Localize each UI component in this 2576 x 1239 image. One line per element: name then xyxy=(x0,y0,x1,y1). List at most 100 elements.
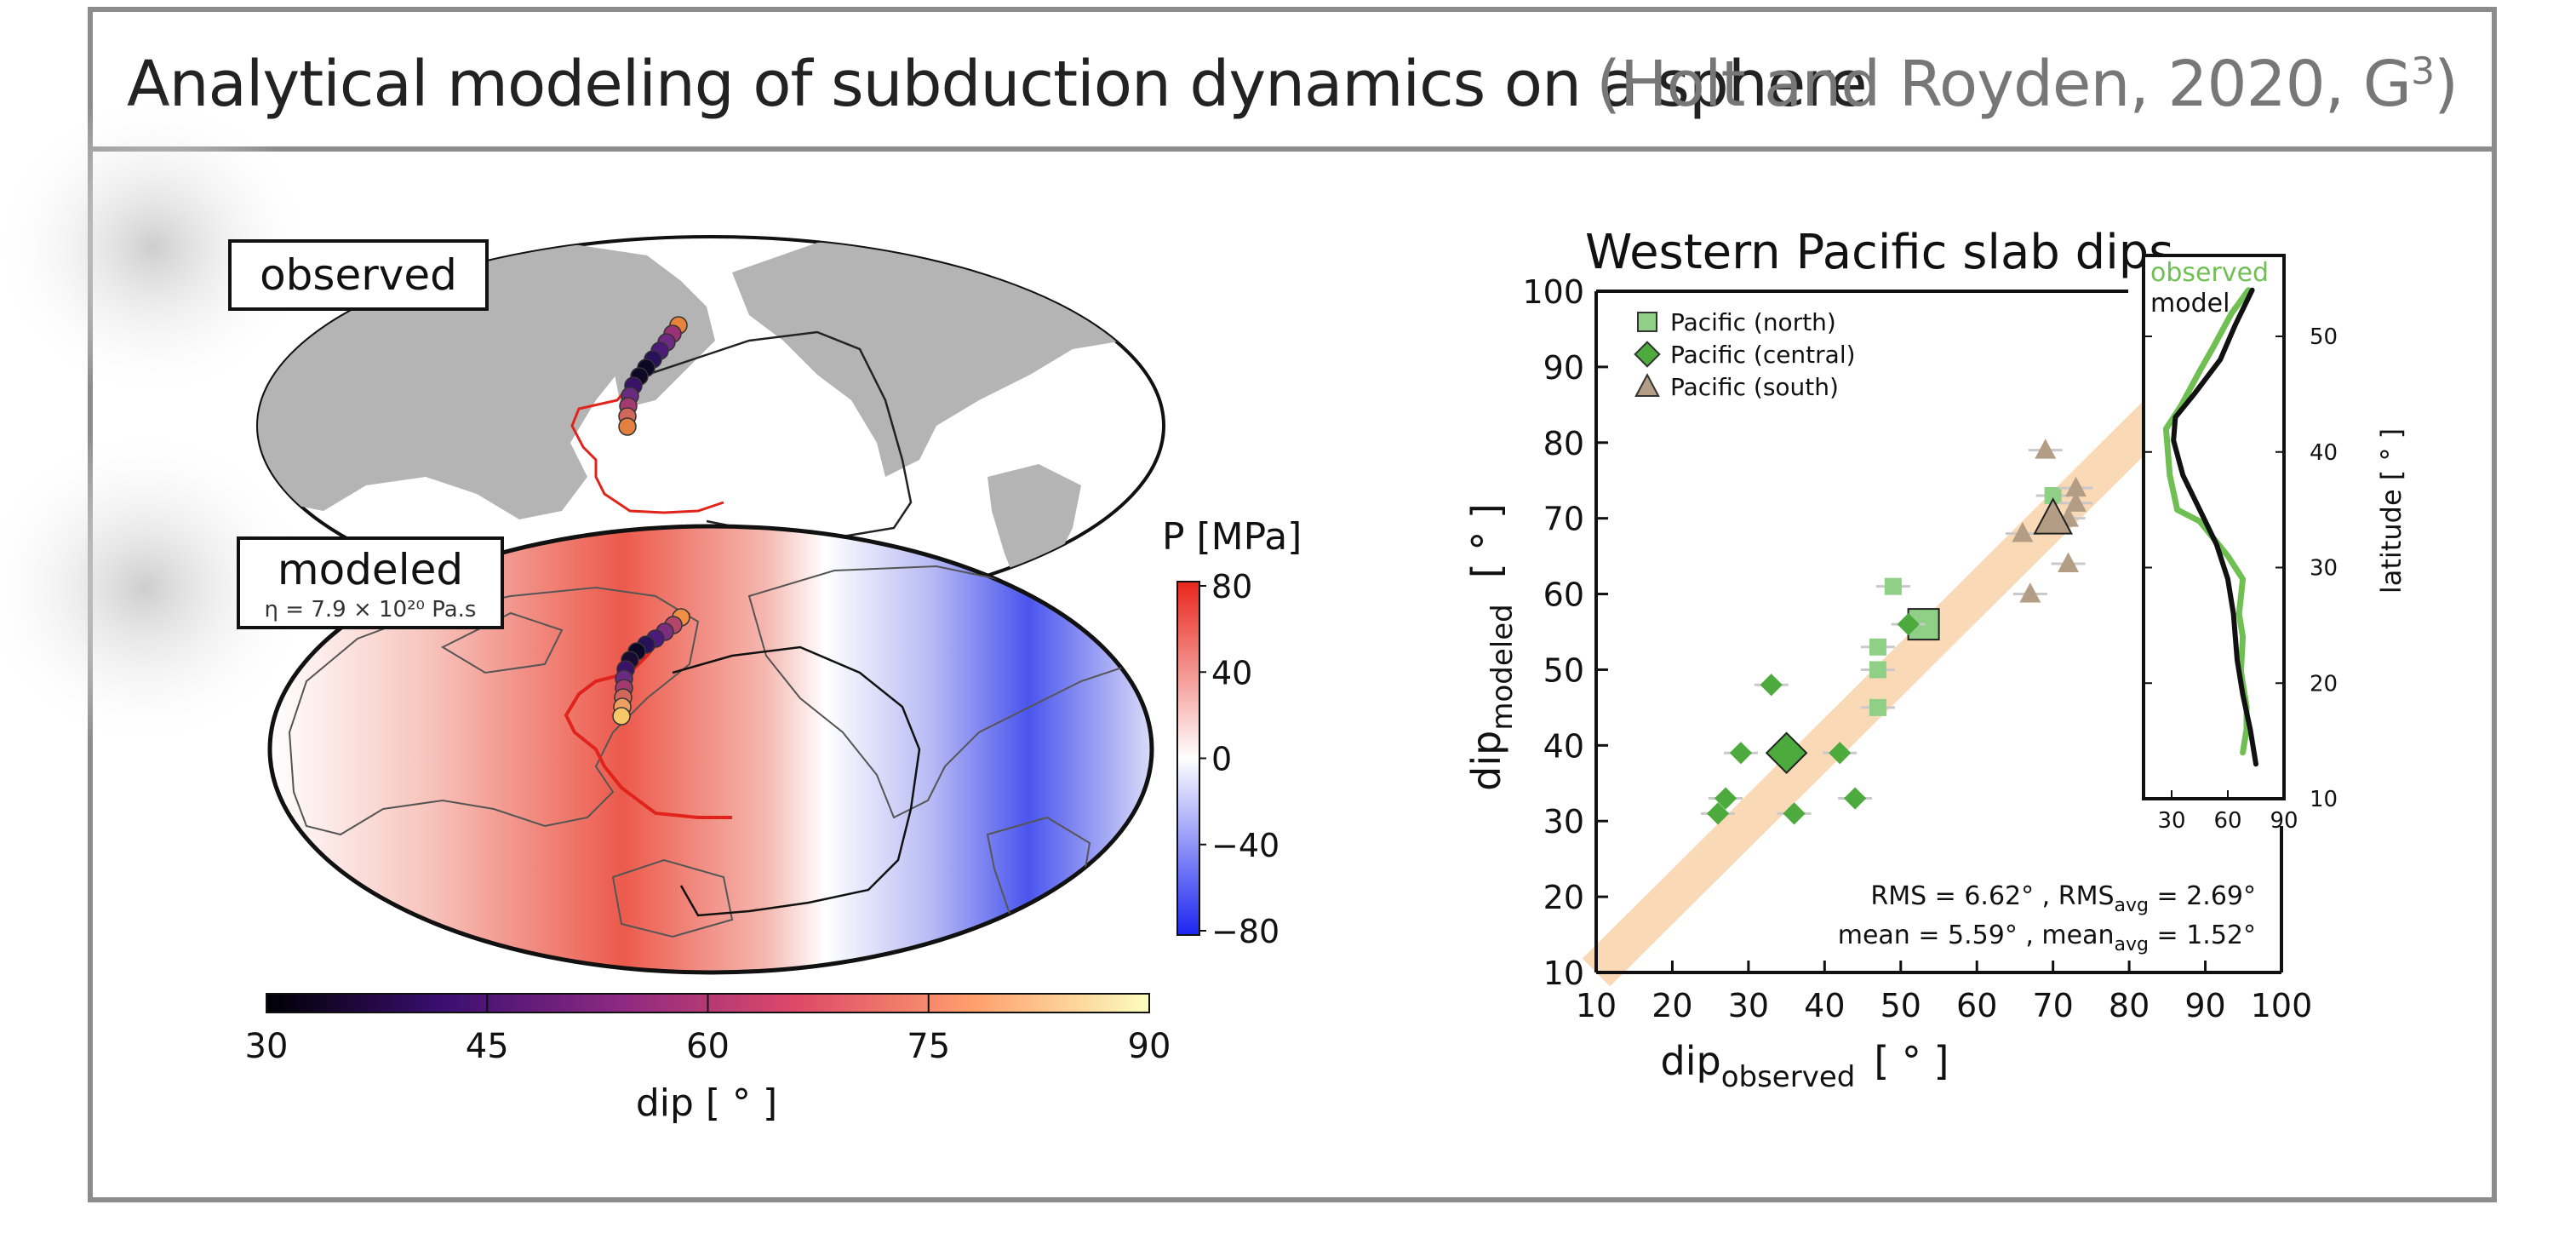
scatter-axis-labels: dipobserved[ ° ] dipmodeled [ ° ] xyxy=(1463,503,1949,1094)
data-point xyxy=(2019,582,2041,603)
inset-y-tick-label: 50 xyxy=(2310,324,2338,350)
y-tick-label: 40 xyxy=(1543,727,1584,765)
y-tick-label: 60 xyxy=(1543,576,1584,614)
y-axis-label: dipmodeled [ ° ] xyxy=(1463,503,1520,791)
legend-marker xyxy=(1637,312,1657,332)
map-shadow xyxy=(0,94,315,400)
observed-trench xyxy=(570,356,724,514)
x-axis-label: dipobserved [ ° ] xyxy=(1661,1038,1949,1094)
average-point xyxy=(2033,497,2073,535)
inset-y-axis-label: latitude [ ° ] xyxy=(2375,428,2407,594)
pressure-colorbar-title: P [MPa] xyxy=(1162,515,1302,559)
modeled-globe xyxy=(267,524,1154,975)
inset-line xyxy=(2171,287,2258,767)
inset-legend-label: model xyxy=(2150,289,2230,318)
scatter-legend: Pacific (north) Pacific (central) Pacific … xyxy=(1634,308,1856,401)
pressure-tick-label: −80 xyxy=(1211,913,1279,950)
x-tick-label: 40 xyxy=(1804,987,1845,1024)
y-axis-label-unit: [ ° ] xyxy=(1463,503,1509,578)
data-point xyxy=(1729,742,1753,765)
modeled-map: modeled η = 7.9 × 10²⁰ Pa.s xyxy=(0,426,1154,975)
north-america-land xyxy=(732,237,1141,477)
legend-label: Pacific (central) xyxy=(1670,341,1856,369)
stats-value: = 2.69° xyxy=(2149,881,2256,911)
y-tick-label: 30 xyxy=(1543,803,1584,840)
citation-superscript: 3 xyxy=(2411,49,2435,94)
x-tick-label: 70 xyxy=(2032,987,2073,1024)
one-to-one-band xyxy=(1582,398,2174,987)
dip-tick-label: 30 xyxy=(245,1027,289,1066)
data-point xyxy=(2012,522,2034,542)
inset-y-tick-label: 40 xyxy=(2310,440,2338,466)
dip-colorbar: 30 45 60 75 90 dip [ ° ] xyxy=(245,993,1171,1125)
modeled-plate-boundary xyxy=(672,645,921,917)
data-point xyxy=(1829,742,1852,765)
scatter-chart-title: Western Pacific slab dips xyxy=(1585,225,2173,280)
observed-dip-points xyxy=(618,316,688,436)
observed-label: observed xyxy=(260,250,457,300)
dip-tick-label: 60 xyxy=(686,1027,730,1066)
data-point xyxy=(1706,802,1730,825)
y-tick-label: 80 xyxy=(1543,425,1584,462)
asia-east-land xyxy=(562,243,715,409)
x-tick-label: 100 xyxy=(2251,987,2313,1024)
y-tick-label: 70 xyxy=(1543,501,1584,538)
eurasia-land xyxy=(258,243,681,519)
south-america-land xyxy=(987,464,1081,596)
inset-y-tick-label: 20 xyxy=(2310,671,2338,697)
dip-tick-label: 90 xyxy=(1128,1027,1171,1066)
y-tick-label: 50 xyxy=(1543,651,1584,689)
map-shadow xyxy=(0,426,315,749)
legend-label: Pacific (south) xyxy=(1670,373,1839,401)
modeled-dip-points xyxy=(612,608,690,726)
stats-line: mean = 5.59° , meanavg = 1.52° xyxy=(1838,921,2256,955)
stats-line: RMS = 6.62° , RMSavg = 2.69° xyxy=(1870,881,2256,916)
dip-tick-label: 75 xyxy=(907,1027,950,1066)
x-tick-label: 50 xyxy=(1880,987,1921,1024)
one-to-one-line xyxy=(1582,398,2174,987)
modeled-trench xyxy=(564,611,732,819)
pressure-colorbar: P [MPa] 80 40 0 −40 −80 xyxy=(1162,515,1302,950)
title-banner: Analytical modeling of subduction dynami… xyxy=(88,7,2497,152)
data-point xyxy=(2058,552,2080,572)
pressure-tick-label: 40 xyxy=(1211,654,1252,691)
scatter-axes: 10 20 30 40 50 60 70 80 90 100 10 20 30 40 50 60 70 80 90 1… xyxy=(1522,273,2312,1024)
scatter-chart: Western Pacific slab dips 10 20 30 40 50 60 70… xyxy=(1463,225,2312,1094)
page-title: Analytical modeling of subduction dynami… xyxy=(127,48,1868,121)
dip-colorbar-ticks: 30 45 60 75 90 xyxy=(245,994,1171,1066)
inset-y-tick-label: 30 xyxy=(2310,556,2338,582)
inset-legend-label: observed xyxy=(2150,258,2269,288)
viscosity-label: η = 7.9 × 10²⁰ Pa.s xyxy=(265,597,477,622)
modeled-label: modeled xyxy=(278,545,463,594)
x-axis-label-sub: observed xyxy=(1721,1060,1856,1094)
scatter-points xyxy=(1701,439,2093,825)
x-tick-label: 60 xyxy=(1956,987,1997,1024)
dip-colorbar-label: dip [ ° ] xyxy=(636,1081,777,1125)
citation-text: (Holt and Royden, 2020, G xyxy=(1596,48,2412,121)
observed-label-box xyxy=(228,239,489,311)
inset-x-tick-label: 30 xyxy=(2157,808,2185,834)
data-point xyxy=(1760,674,1783,697)
inset-x-tick-label: 60 xyxy=(2213,808,2241,834)
stats-subscript: avg xyxy=(2115,934,2149,955)
inset-y-tick-label: 10 xyxy=(2310,787,2338,812)
y-axis-label-main: dip xyxy=(1463,731,1509,791)
pressure-colorbar-ticks: 80 40 0 −40 −80 xyxy=(1199,568,1279,950)
data-point xyxy=(1843,787,1867,810)
pressure-colorbar-gradient xyxy=(1176,581,1200,936)
data-point xyxy=(2065,491,2087,512)
citation: (Holt and Royden, 2020, G3) xyxy=(1596,48,2459,121)
observed-dip-point xyxy=(618,417,637,436)
data-point xyxy=(2035,439,2057,459)
y-tick-label: 90 xyxy=(1543,349,1584,387)
stats-subscript: avg xyxy=(2115,895,2149,916)
stats-text: RMS = 6.62° , RMS xyxy=(1870,881,2114,911)
y-tick-label: 20 xyxy=(1543,879,1584,916)
y-axis-label-sub: modeled xyxy=(1485,604,1520,730)
citation-close: ) xyxy=(2434,48,2459,121)
data-point xyxy=(1869,698,1886,716)
